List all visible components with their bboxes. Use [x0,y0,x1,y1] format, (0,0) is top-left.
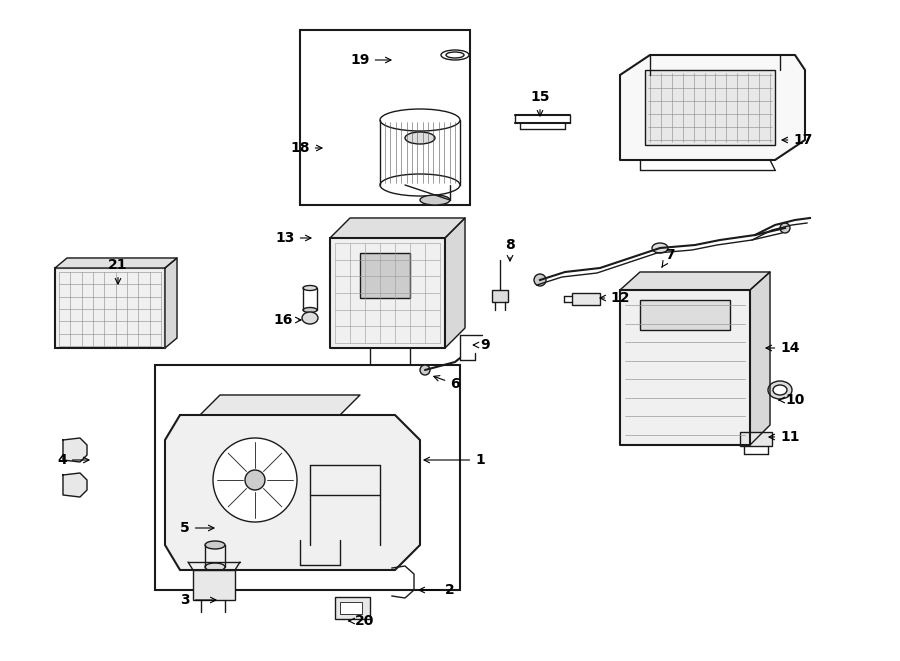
Bar [645,70,775,145]
Polygon shape [330,218,465,238]
Text: 19: 19 [350,53,391,67]
Text: 17: 17 [782,133,813,147]
Text: 1: 1 [424,453,485,467]
Ellipse shape [302,312,318,324]
Text: 15: 15 [530,90,550,116]
Text: 8: 8 [505,238,515,261]
Text: 4: 4 [57,453,89,467]
Text: 13: 13 [275,231,311,245]
Polygon shape [165,415,420,570]
Polygon shape [445,218,465,348]
Text: 14: 14 [766,341,800,355]
Text: 16: 16 [274,313,301,327]
Bar [155,365,460,590]
Bar [335,597,370,619]
Bar [340,602,362,614]
Polygon shape [620,272,770,290]
Ellipse shape [773,385,787,395]
Circle shape [245,470,265,490]
Text: 3: 3 [180,593,216,607]
Text: 18: 18 [290,141,322,155]
Ellipse shape [768,381,792,399]
Bar [740,432,772,446]
Ellipse shape [405,132,435,144]
Polygon shape [63,438,87,462]
Ellipse shape [205,563,225,571]
Bar [492,290,508,302]
Circle shape [534,274,546,286]
Bar [300,30,470,205]
Ellipse shape [420,195,450,205]
Circle shape [780,223,790,233]
Ellipse shape [303,286,317,290]
Polygon shape [620,290,750,445]
Text: 12: 12 [600,291,630,305]
Ellipse shape [652,243,668,253]
Bar [360,253,410,298]
Polygon shape [620,55,805,160]
Text: 2: 2 [419,583,454,597]
Bar [640,300,730,330]
Text: 6: 6 [434,375,460,391]
Polygon shape [165,258,177,348]
Circle shape [420,365,430,375]
Circle shape [213,438,297,522]
Ellipse shape [303,307,317,313]
Polygon shape [330,238,445,348]
Polygon shape [63,473,87,497]
Ellipse shape [441,50,469,60]
Polygon shape [55,258,177,268]
Text: 7: 7 [662,248,675,267]
Bar [572,293,600,305]
Ellipse shape [446,52,464,58]
Bar [193,570,235,600]
Text: 21: 21 [108,258,128,284]
Text: 11: 11 [769,430,800,444]
Polygon shape [200,395,360,415]
Text: 5: 5 [180,521,214,535]
Text: 9: 9 [473,338,490,352]
Bar [55,268,165,348]
Text: 20: 20 [349,614,374,628]
Text: 10: 10 [779,393,805,407]
Ellipse shape [380,109,460,131]
Ellipse shape [205,541,225,549]
Polygon shape [750,272,770,445]
Ellipse shape [380,174,460,196]
